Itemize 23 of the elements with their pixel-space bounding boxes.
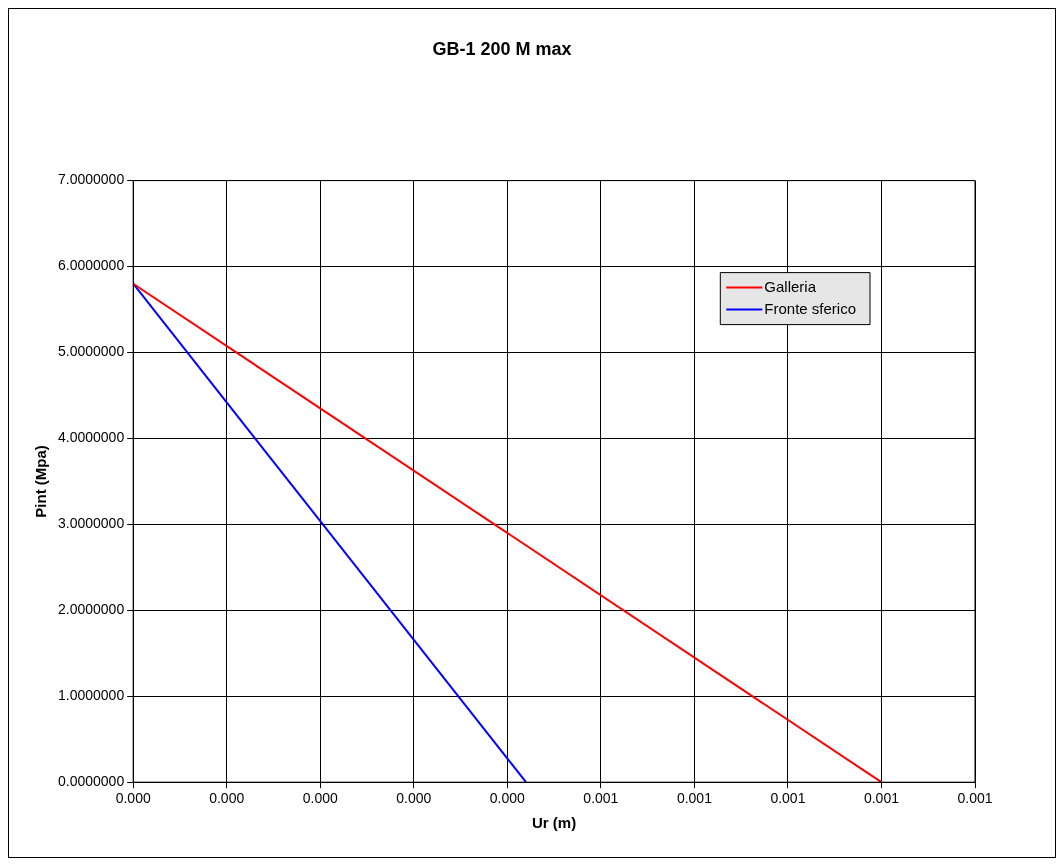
x-tick-label: 0.001 [770,790,806,807]
x-tick-label: 0.000 [396,790,432,807]
x-tick-label: 0.001 [676,790,713,807]
legend-label: Galleria [764,277,817,295]
x-tick-label: 0.001 [583,790,619,807]
x-tick-label: 0.000 [302,790,338,807]
x-tick-label: 0.000 [209,790,245,807]
x-tick-label: 0.000 [115,790,151,807]
y-tick-label: 7.0000000 [57,171,125,188]
y-tick-label: 6.0000000 [57,257,125,274]
y-tick-label: 4.0000000 [57,429,125,446]
legend-label: Fronte sferico [764,299,856,317]
x-axis-title: Ur (m) [532,814,577,832]
y-tick-label: 0.0000000 [57,773,125,790]
x-tick-label: 0.000 [489,790,526,807]
x-tick-label: 0.001 [957,790,993,807]
x-tick-label: 0.001 [863,790,900,807]
y-tick-label: 5.0000000 [57,343,125,360]
y-tick-label: 3.0000000 [57,515,125,532]
y-tick-label: 2.0000000 [57,601,125,618]
chart-title: GB-1 200 M max [432,38,572,59]
y-axis-title: Pint (Mpa) [32,445,50,518]
y-tick-label: 1.0000000 [57,687,125,704]
